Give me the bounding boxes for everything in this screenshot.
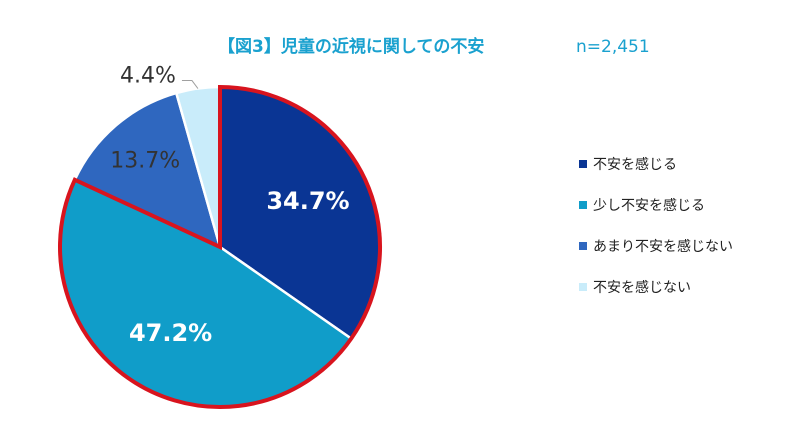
legend-label-4: 不安を感じない	[593, 279, 691, 296]
slice-label-1: 34.7%	[266, 187, 349, 215]
highlight-border	[58, 84, 382, 409]
legend-label-3: あまり不安を感じない	[593, 238, 733, 255]
legend-swatch-4	[579, 283, 587, 291]
slice-labels: 34.7% 47.2% 13.7% 4.4%	[110, 64, 349, 347]
leader-line	[181, 80, 199, 89]
legend-swatch-1	[579, 160, 587, 168]
sample-size: n=2,451	[576, 37, 650, 57]
legend-label-1: 不安を感じる	[593, 156, 677, 173]
slice-label-4: 4.4%	[120, 64, 176, 89]
legend-swatch-3	[579, 242, 587, 250]
slice-label-3: 13.7%	[110, 148, 180, 173]
legend-label-2: 少し不安を感じる	[593, 197, 705, 214]
highlight-outline	[58, 84, 382, 409]
chart-title: 【図3】児童の近視に関しての不安	[218, 36, 484, 57]
pie-slice-3	[73, 91, 222, 250]
pie-slices	[58, 85, 382, 409]
slice-label-2: 47.2%	[129, 319, 212, 347]
legend-swatch-2	[579, 201, 587, 209]
